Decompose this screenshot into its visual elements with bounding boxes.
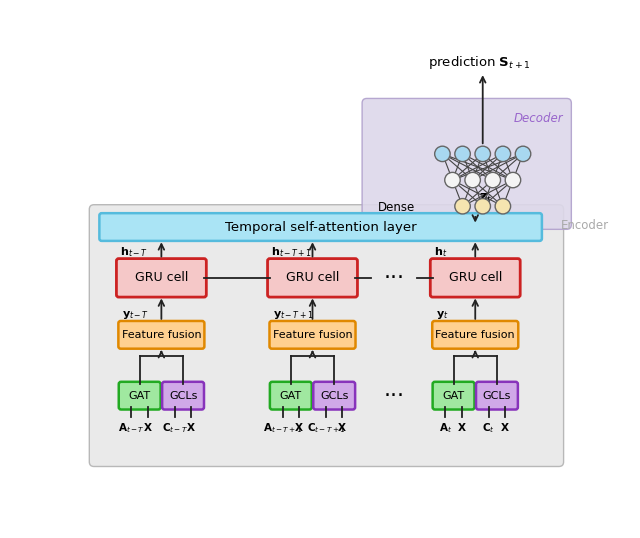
FancyBboxPatch shape xyxy=(313,382,355,409)
Text: $\mathbf{X}$: $\mathbf{X}$ xyxy=(294,421,304,433)
Text: Decoder: Decoder xyxy=(514,112,564,125)
Circle shape xyxy=(515,146,531,161)
Circle shape xyxy=(495,146,511,161)
Text: GCLs: GCLs xyxy=(169,391,197,401)
Text: $\mathbf{h}_{t}$: $\mathbf{h}_{t}$ xyxy=(434,245,447,259)
Text: GAT: GAT xyxy=(442,391,465,401)
Text: ···: ··· xyxy=(383,268,404,288)
Text: $\mathbf{C}_{t-T+1}$: $\mathbf{C}_{t-T+1}$ xyxy=(307,421,346,435)
FancyBboxPatch shape xyxy=(119,382,161,409)
FancyBboxPatch shape xyxy=(430,259,520,297)
FancyBboxPatch shape xyxy=(99,213,542,241)
Circle shape xyxy=(475,146,490,161)
FancyBboxPatch shape xyxy=(118,321,204,349)
Circle shape xyxy=(475,199,490,214)
Text: $\mathbf{X}$: $\mathbf{X}$ xyxy=(457,421,467,433)
Text: Feature fusion: Feature fusion xyxy=(273,330,352,340)
Text: $\mathbf{A}_{t-T}$: $\mathbf{A}_{t-T}$ xyxy=(118,421,145,435)
FancyBboxPatch shape xyxy=(269,321,355,349)
Text: GCLs: GCLs xyxy=(483,391,511,401)
Text: GRU cell: GRU cell xyxy=(286,271,339,285)
FancyBboxPatch shape xyxy=(162,382,204,409)
FancyBboxPatch shape xyxy=(90,204,564,466)
Text: $\mathbf{A}_{t-T+1}$: $\mathbf{A}_{t-T+1}$ xyxy=(263,421,302,435)
Text: $\mathbf{X}$: $\mathbf{X}$ xyxy=(143,421,153,433)
Text: GCLs: GCLs xyxy=(320,391,348,401)
Circle shape xyxy=(465,172,481,188)
FancyBboxPatch shape xyxy=(268,259,358,297)
Text: $\mathbf{A}_{t}$: $\mathbf{A}_{t}$ xyxy=(439,421,452,435)
Text: $\mathbf{X}$: $\mathbf{X}$ xyxy=(337,421,348,433)
Text: $\mathbf{h}_{t-T+1}$: $\mathbf{h}_{t-T+1}$ xyxy=(271,245,312,259)
FancyBboxPatch shape xyxy=(476,382,518,409)
Text: $\mathbf{X}$: $\mathbf{X}$ xyxy=(500,421,510,433)
Circle shape xyxy=(455,199,470,214)
Circle shape xyxy=(495,199,511,214)
Text: $\mathbf{C}_{t-T}$: $\mathbf{C}_{t-T}$ xyxy=(162,421,188,435)
Circle shape xyxy=(485,172,500,188)
FancyBboxPatch shape xyxy=(433,382,474,409)
Circle shape xyxy=(435,146,450,161)
Text: Encoder: Encoder xyxy=(561,218,609,231)
Text: $\mathbf{y}_{t}$: $\mathbf{y}_{t}$ xyxy=(436,309,449,321)
Text: GRU cell: GRU cell xyxy=(449,271,502,285)
FancyBboxPatch shape xyxy=(116,259,206,297)
Text: $\mathbf{y}_{t-T}$: $\mathbf{y}_{t-T}$ xyxy=(122,309,150,321)
Text: $\mathbf{h}_{t-T}$: $\mathbf{h}_{t-T}$ xyxy=(120,245,148,259)
Circle shape xyxy=(505,172,521,188)
FancyBboxPatch shape xyxy=(362,98,572,229)
Text: GRU cell: GRU cell xyxy=(134,271,188,285)
FancyBboxPatch shape xyxy=(270,382,312,409)
Text: GAT: GAT xyxy=(129,391,151,401)
Text: Feature fusion: Feature fusion xyxy=(435,330,515,340)
Text: Dense: Dense xyxy=(378,201,415,214)
Circle shape xyxy=(445,172,460,188)
Text: ···: ··· xyxy=(383,386,404,406)
Text: $\mathbf{z}_{t}$: $\mathbf{z}_{t}$ xyxy=(479,192,492,204)
Text: Temporal self-attention layer: Temporal self-attention layer xyxy=(225,221,417,233)
Text: GAT: GAT xyxy=(280,391,302,401)
Text: $\mathbf{C}_{t}$: $\mathbf{C}_{t}$ xyxy=(483,421,495,435)
Text: $\mathbf{y}_{t-T+1}$: $\mathbf{y}_{t-T+1}$ xyxy=(273,309,314,321)
Text: $\mathbf{X}$: $\mathbf{X}$ xyxy=(186,421,196,433)
FancyBboxPatch shape xyxy=(432,321,518,349)
Text: prediction $\mathbf{S}_{t+1}$: prediction $\mathbf{S}_{t+1}$ xyxy=(428,54,530,70)
Circle shape xyxy=(455,146,470,161)
Text: Feature fusion: Feature fusion xyxy=(122,330,201,340)
